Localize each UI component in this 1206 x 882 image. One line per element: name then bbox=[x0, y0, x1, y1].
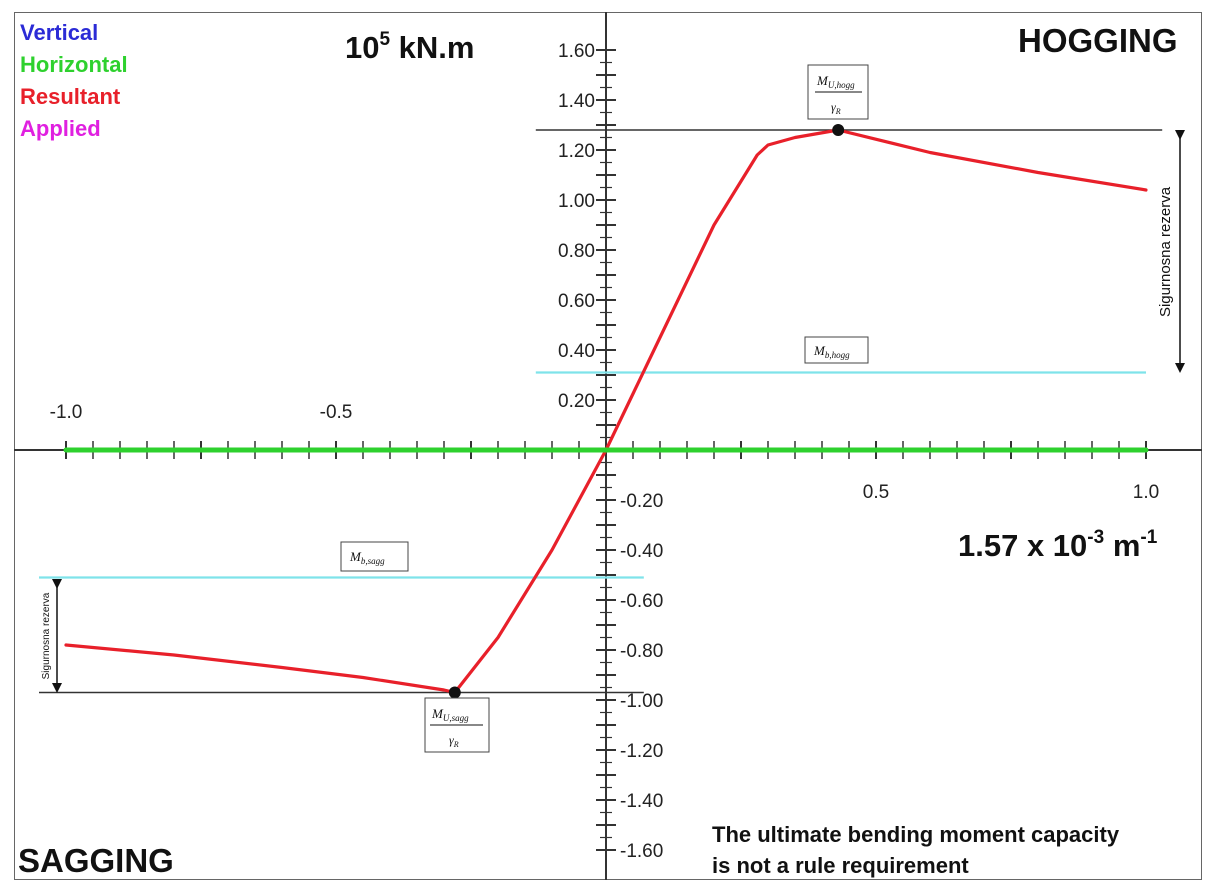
y-tick-label: 0.40 bbox=[558, 341, 595, 362]
mb-sagg-label: Mb,sagg bbox=[349, 549, 385, 566]
note-line-1: The ultimate bending moment capacity bbox=[712, 822, 1120, 847]
y-tick-label: 0.80 bbox=[558, 241, 595, 262]
sagging-label: SAGGING bbox=[18, 842, 174, 879]
reserve-hogg: Sigurnosna rezerva bbox=[1157, 130, 1185, 373]
x-tick-label: -0.5 bbox=[320, 402, 353, 423]
reference-lines bbox=[39, 129, 1163, 694]
x-tick-label: 0.5 bbox=[863, 482, 889, 503]
mu-sagg-numerator: MU,sagg bbox=[431, 706, 469, 723]
y-tick-label: -1.60 bbox=[620, 841, 663, 862]
mu-sagg-box: MU,sagg γR bbox=[424, 697, 490, 753]
mu-hogg-numerator: MU,hogg bbox=[816, 73, 855, 90]
y-tick-label: -1.00 bbox=[620, 691, 663, 712]
x-tick-label: -1.0 bbox=[50, 402, 83, 423]
ultimate-point bbox=[832, 124, 845, 136]
ultimate-point bbox=[448, 686, 461, 699]
mu-sagg-denominator: γR bbox=[449, 733, 459, 749]
note-line-2: is not a rule requirement bbox=[712, 853, 969, 878]
hogging-label: HOGGING bbox=[1018, 22, 1178, 59]
y-tick-label: 1.60 bbox=[558, 41, 595, 62]
mb-hogg-box: Mb,hogg bbox=[804, 336, 869, 364]
legend-item-applied: Applied bbox=[20, 116, 101, 141]
legend: Vertical Horizontal Resultant Applied bbox=[20, 20, 128, 141]
mb-hogg-label: Mb,hogg bbox=[813, 343, 850, 360]
legend-item-horizontal: Horizontal bbox=[20, 52, 128, 77]
y-tick-label: -0.40 bbox=[620, 541, 663, 562]
mb-sagg-box: Mb,sagg bbox=[340, 541, 409, 572]
y-tick-label: 1.00 bbox=[558, 191, 595, 212]
series-resultant-line bbox=[64, 128, 1148, 695]
y-tick-label: -0.80 bbox=[620, 641, 663, 662]
y-tick-label: 0.20 bbox=[558, 391, 595, 412]
x-tick-label: 1.0 bbox=[1133, 482, 1159, 503]
y-tick-label: -1.40 bbox=[620, 791, 663, 812]
y-tick-label: 1.40 bbox=[558, 91, 595, 112]
reserve-hogg-label: Sigurnosna rezerva bbox=[1157, 186, 1174, 317]
y-tick-label: -0.60 bbox=[620, 591, 663, 612]
legend-item-vertical: Vertical bbox=[20, 20, 98, 45]
mu-hogg-box: MU,hogg γR bbox=[807, 64, 869, 120]
y-tick-label: -0.20 bbox=[620, 491, 663, 512]
legend-item-resultant: Resultant bbox=[20, 84, 121, 109]
y-unit-label: 105 kN.m bbox=[345, 29, 474, 65]
mu-hogg-denominator: γR bbox=[831, 100, 841, 116]
x-unit-label: 1.57 x 10-3 m-1 bbox=[958, 527, 1158, 563]
y-tick-label: -1.20 bbox=[620, 741, 663, 762]
reserve-sagg: Sigurnosna rezerva bbox=[41, 579, 62, 693]
series-group bbox=[63, 124, 1149, 699]
reserve-sagg-label: Sigurnosna rezerva bbox=[41, 592, 52, 679]
tick-labels: -1.0 -0.5 0.5 1.0 1.60 1.40 1.20 1.00 0.80 0.60 0.… bbox=[50, 41, 1160, 862]
chart-frame bbox=[14, 12, 1202, 880]
y-tick-label: 0.60 bbox=[558, 291, 595, 312]
y-tick-label: 1.20 bbox=[558, 141, 595, 162]
